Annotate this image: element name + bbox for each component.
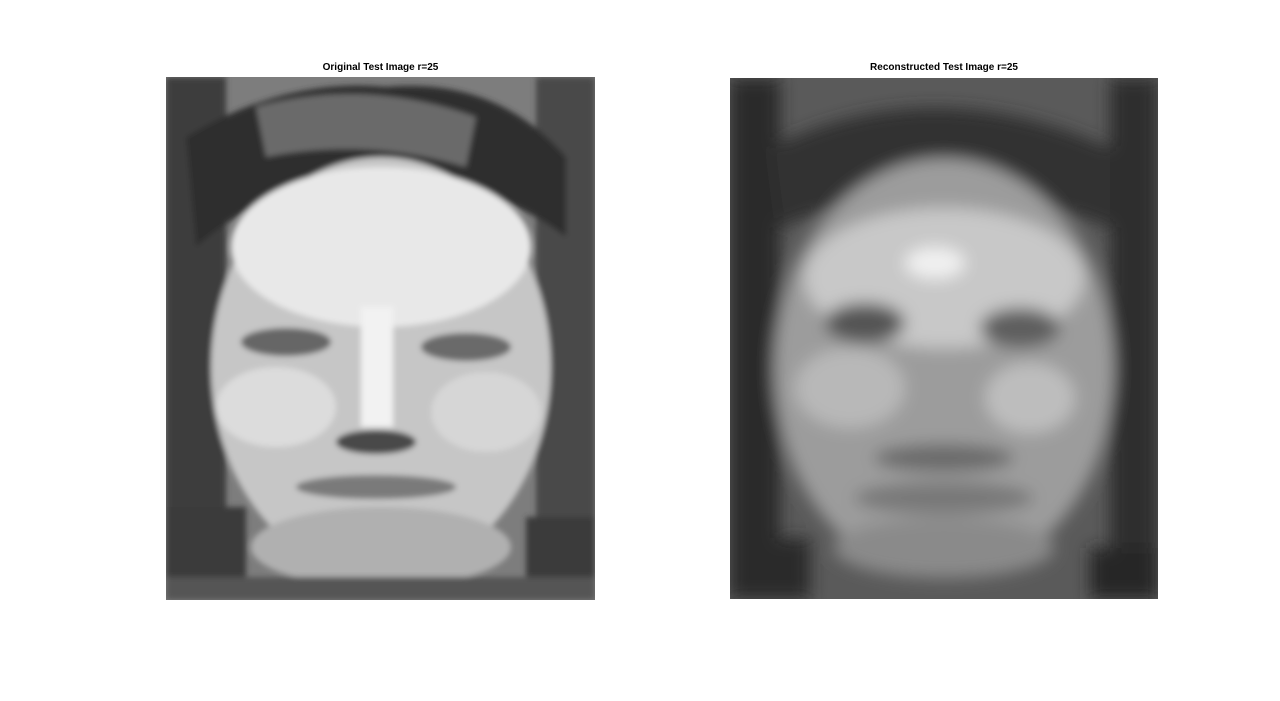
reconstructed-image-title: Reconstructed Test Image r=25 xyxy=(870,62,1018,73)
original-image-panel: Original Test Image r=25 xyxy=(166,60,595,600)
reconstructed-image-panel: Reconstructed Test Image r=25 xyxy=(730,60,1158,600)
original-image-title: Original Test Image r=25 xyxy=(322,62,439,73)
reconstructed-face-image xyxy=(730,78,1158,599)
original-face-image xyxy=(166,77,595,600)
